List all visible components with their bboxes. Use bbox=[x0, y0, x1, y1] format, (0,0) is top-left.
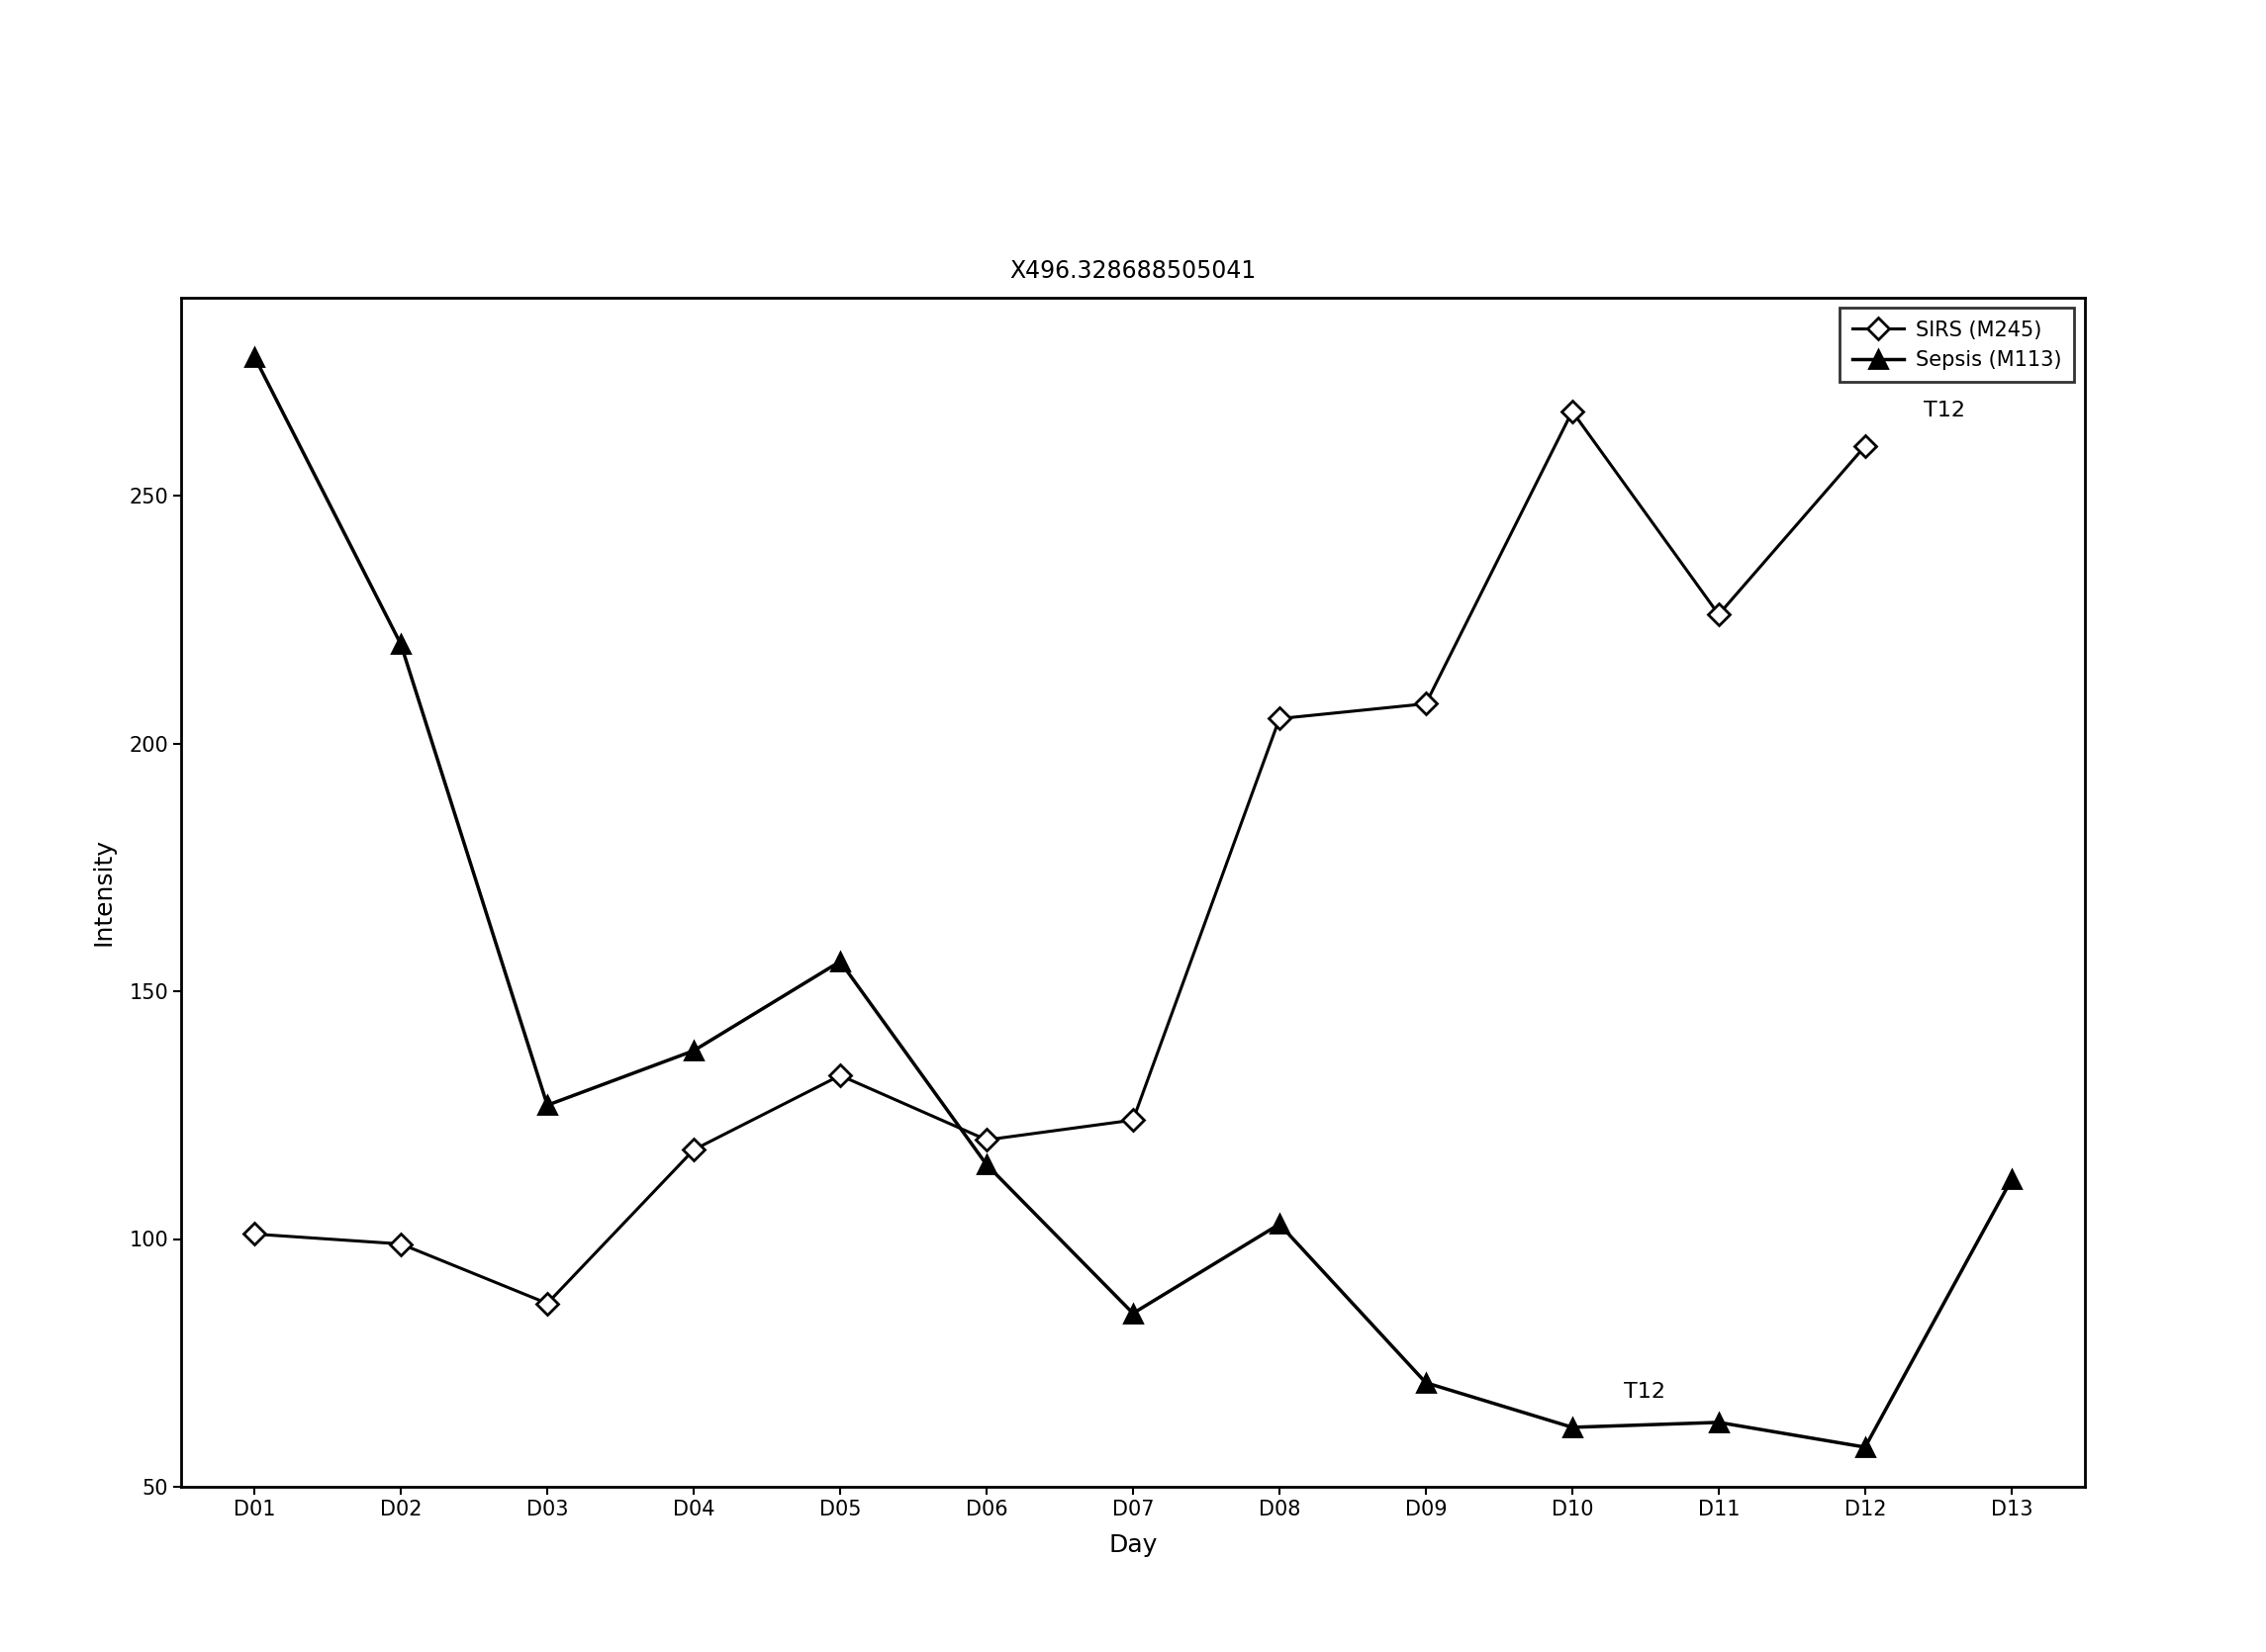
Sepsis (M113) bbox=[680, 1041, 707, 1061]
Sepsis (M113) bbox=[1704, 1412, 1731, 1432]
SIRS (M245) bbox=[680, 1140, 707, 1160]
Sepsis (M113) bbox=[1119, 1303, 1147, 1323]
Line: Sepsis (M113): Sepsis (M113) bbox=[245, 349, 2021, 1455]
Text: T12: T12 bbox=[1622, 1381, 1666, 1401]
SIRS (M245) bbox=[827, 1066, 854, 1085]
SIRS (M245) bbox=[972, 1130, 999, 1150]
SIRS (M245) bbox=[1412, 694, 1439, 714]
Sepsis (M113) bbox=[1851, 1437, 1879, 1457]
Line: SIRS (M245): SIRS (M245) bbox=[247, 403, 1872, 1312]
SIRS (M245) bbox=[387, 1234, 415, 1254]
Y-axis label: Intensity: Intensity bbox=[91, 838, 116, 947]
Title: X496.328688505041: X496.328688505041 bbox=[1011, 259, 1255, 282]
SIRS (M245) bbox=[1119, 1110, 1147, 1130]
SIRS (M245) bbox=[1267, 709, 1294, 729]
SIRS (M245) bbox=[1704, 605, 1731, 624]
Sepsis (M113) bbox=[1267, 1214, 1294, 1234]
Sepsis (M113) bbox=[1412, 1373, 1439, 1393]
Sepsis (M113) bbox=[535, 1095, 562, 1115]
Sepsis (M113) bbox=[1999, 1170, 2026, 1189]
Sepsis (M113) bbox=[972, 1155, 999, 1175]
Sepsis (M113) bbox=[240, 347, 267, 367]
Text: T12: T12 bbox=[1924, 400, 1965, 420]
SIRS (M245) bbox=[240, 1224, 267, 1244]
SIRS (M245) bbox=[1851, 436, 1879, 456]
SIRS (M245) bbox=[1559, 401, 1586, 421]
Legend: SIRS (M245), Sepsis (M113): SIRS (M245), Sepsis (M113) bbox=[1840, 307, 2073, 382]
X-axis label: Day: Day bbox=[1108, 1533, 1158, 1558]
Sepsis (M113) bbox=[827, 952, 854, 971]
Sepsis (M113) bbox=[387, 634, 415, 654]
Sepsis (M113) bbox=[1559, 1417, 1586, 1437]
SIRS (M245) bbox=[535, 1294, 562, 1313]
